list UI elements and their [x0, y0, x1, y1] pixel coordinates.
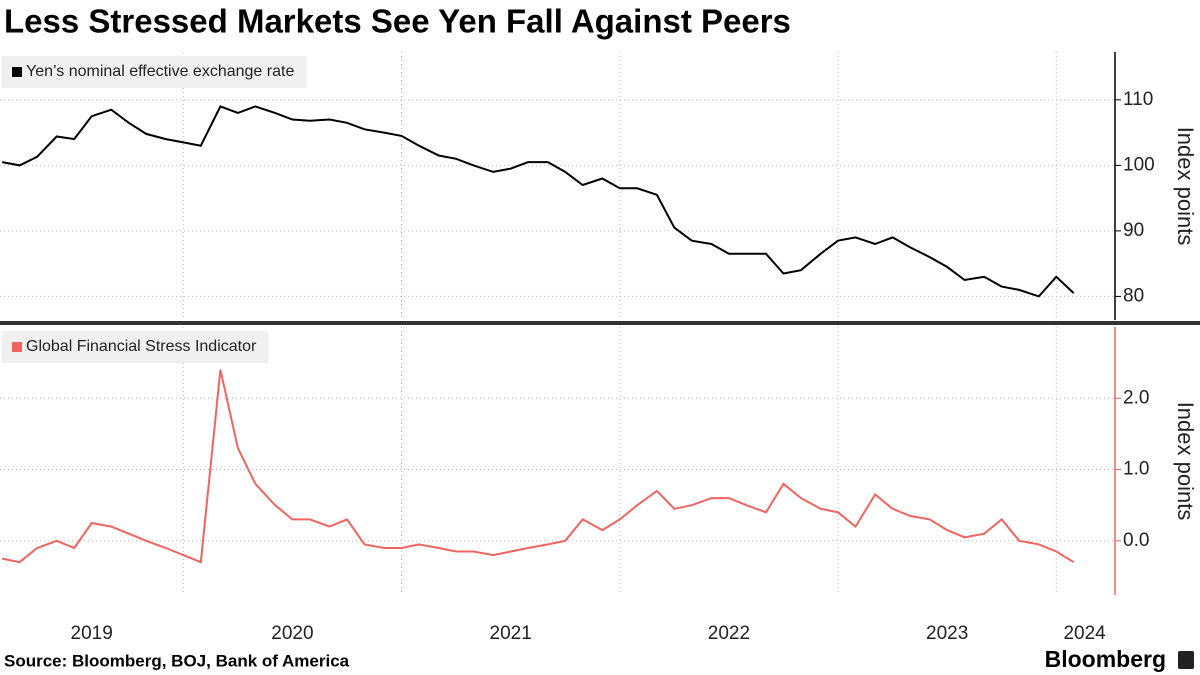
y-axis-label: Index points: [1173, 127, 1198, 246]
x-tick-label: 2021: [490, 623, 532, 644]
brand: Bloomberg: [1045, 646, 1166, 672]
legend-swatch: [12, 67, 22, 77]
y-axis-label: Index points: [1173, 402, 1198, 521]
x-tick-label: 2019: [71, 623, 113, 644]
x-tick-label: 2024: [1063, 623, 1106, 644]
y-tick-label: 80: [1123, 285, 1144, 306]
x-tick-label: 2023: [926, 623, 968, 644]
data-line: [1, 369, 1075, 564]
legend-box: [2, 331, 269, 363]
legend-box: [2, 56, 307, 88]
y-tick-label: 90: [1123, 220, 1144, 241]
brand-icon: [1178, 651, 1194, 669]
legend-label: Yen’s nominal effective exchange rate: [26, 63, 294, 80]
data-line: [2, 105, 1075, 298]
chart-title: Less Stressed Markets See Yen Fall Again…: [4, 3, 791, 40]
y-tick-label: 110: [1123, 89, 1153, 110]
legend-label: Global Financial Stress Indicator: [26, 338, 257, 355]
x-tick-label: 2020: [271, 623, 313, 644]
x-tick-label: 2022: [708, 623, 750, 644]
y-tick-label: 100: [1123, 154, 1155, 175]
legend-swatch: [12, 342, 22, 352]
y-tick-label: 2.0: [1123, 387, 1149, 408]
y-tick-label: 1.0: [1123, 459, 1149, 480]
source-note: Source: Bloomberg, BOJ, Bank of America: [4, 651, 350, 670]
y-tick-label: 0.0: [1123, 530, 1149, 551]
